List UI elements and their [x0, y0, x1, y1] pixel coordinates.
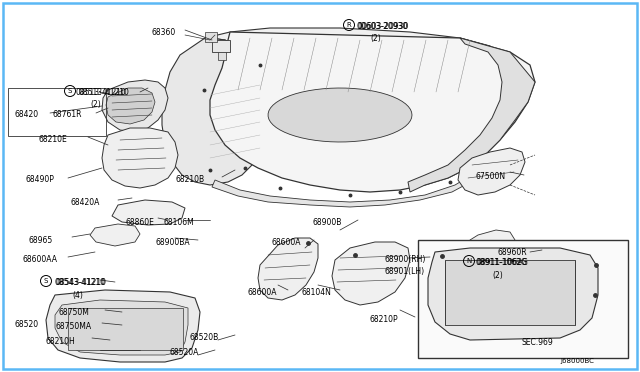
Polygon shape [210, 32, 535, 192]
Text: 68901(LH): 68901(LH) [385, 267, 425, 276]
Text: 68900BA: 68900BA [155, 238, 189, 247]
Polygon shape [470, 230, 515, 258]
Text: 08911-1062G: 08911-1062G [476, 258, 528, 267]
Text: 68490P: 68490P [25, 175, 54, 184]
Text: 68520: 68520 [14, 320, 38, 329]
Text: J68000BC: J68000BC [560, 358, 594, 364]
Text: 68210B: 68210B [175, 175, 204, 184]
Polygon shape [258, 238, 318, 300]
Text: 00603-20930: 00603-20930 [358, 22, 410, 31]
Bar [8, 88, 106, 136]
Polygon shape [268, 88, 412, 142]
Text: 68210H: 68210H [45, 337, 75, 346]
Text: 68420A: 68420A [70, 198, 99, 207]
Polygon shape [102, 128, 178, 188]
Polygon shape [102, 80, 168, 132]
Text: 68104N: 68104N [302, 288, 332, 297]
Text: 68761R: 68761R [52, 110, 81, 119]
Text: 68965: 68965 [28, 236, 52, 245]
Text: 08513-41210: 08513-41210 [75, 88, 126, 97]
Polygon shape [162, 38, 260, 185]
Bar [68, 308, 183, 350]
Polygon shape [106, 88, 155, 124]
Text: 08513-41210: 08513-41210 [78, 88, 129, 97]
Bar [445, 260, 575, 325]
Text: 68860E: 68860E [125, 218, 154, 227]
Text: 67500N: 67500N [476, 172, 506, 181]
Text: 68900(RH): 68900(RH) [385, 255, 426, 264]
Text: 68360: 68360 [152, 28, 176, 37]
Polygon shape [428, 248, 598, 340]
Text: 68600A: 68600A [248, 288, 278, 297]
Text: R: R [347, 22, 351, 28]
Polygon shape [55, 300, 188, 355]
Polygon shape [90, 224, 140, 246]
Polygon shape [458, 148, 525, 195]
Text: 00603-20930: 00603-20930 [357, 22, 408, 31]
Text: 68210P: 68210P [370, 315, 399, 324]
Text: (2): (2) [370, 34, 381, 43]
Bar [418, 240, 628, 358]
Text: 68420: 68420 [14, 110, 38, 119]
Text: N: N [467, 258, 472, 264]
Bar [212, 40, 230, 52]
Text: 68210E: 68210E [38, 135, 67, 144]
Text: 08911-1062G: 08911-1062G [477, 258, 529, 267]
Text: 68900B: 68900B [313, 218, 342, 227]
Text: 08543-41210: 08543-41210 [54, 278, 105, 287]
Polygon shape [205, 28, 500, 90]
Text: 68600A: 68600A [272, 238, 301, 247]
Text: (2): (2) [90, 100, 100, 109]
Text: 08543-41210: 08543-41210 [55, 278, 106, 287]
Text: S: S [68, 88, 72, 94]
Text: 68960R: 68960R [498, 248, 527, 257]
Polygon shape [112, 200, 185, 225]
Text: 68520A: 68520A [170, 348, 200, 357]
Text: 68750M: 68750M [58, 308, 89, 317]
Polygon shape [46, 290, 200, 362]
Text: 68520B: 68520B [190, 333, 220, 342]
Text: SEC.969: SEC.969 [522, 338, 554, 347]
Text: (4): (4) [72, 291, 83, 300]
Text: 68106M: 68106M [163, 218, 194, 227]
Text: S: S [44, 278, 48, 284]
Polygon shape [332, 242, 410, 305]
Bar [205, 32, 217, 42]
Polygon shape [408, 38, 535, 192]
Polygon shape [212, 170, 480, 207]
Text: 68600AA: 68600AA [22, 255, 57, 264]
Text: (2): (2) [492, 271, 503, 280]
Bar [218, 52, 226, 60]
Text: 68750MA: 68750MA [55, 322, 91, 331]
